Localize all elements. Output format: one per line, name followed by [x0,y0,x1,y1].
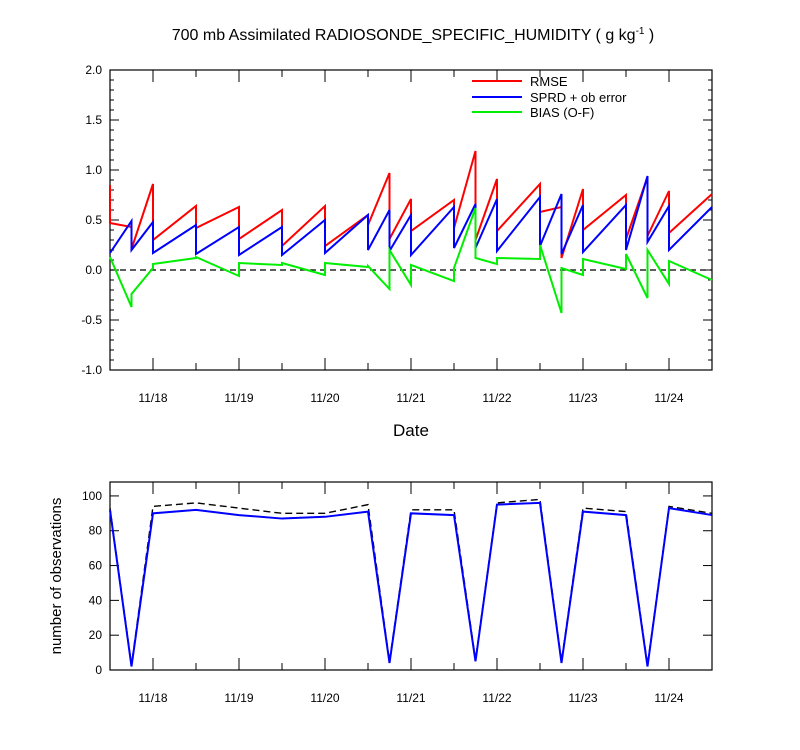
top-ytick-label: 1.5 [85,113,102,127]
top-ytick-label: 1.0 [85,163,102,177]
bottom-xtick-label: 11/21 [396,691,425,705]
legend-label-bias: BIAS (O-F) [530,105,594,120]
top-ytick-label: 0.5 [85,213,102,227]
bottom-ytick-label: 80 [89,524,103,538]
bottom-y-tick-labels: 0 20 40 60 80 100 [82,489,102,677]
legend: RMSE SPRD + ob error BIAS (O-F) [472,74,627,120]
top-xtick-label: 11/24 [654,391,683,405]
bottom-series-used-observations [109,501,713,667]
bottom-ytick-label: 60 [89,559,103,573]
bottom-xtick-label: 11/24 [654,691,683,705]
bottom-xtick-label: 11/18 [138,691,167,705]
top-xtick-label: 11/21 [396,391,425,405]
bottom-xtick-label: 11/20 [310,691,339,705]
bottom-axis-ticks [109,482,713,671]
legend-label-rmse: RMSE [530,74,568,89]
top-ytick-label: -1.0 [81,363,102,377]
bottom-xtick-label: 11/22 [482,691,511,705]
bottom-ytick-label: 0 [95,663,102,677]
top-series-group [109,150,713,314]
bottom-x-tick-labels: 11/18 11/19 11/20 11/21 11/22 11/23 11/24 [138,691,683,705]
chart-title: 700 mb Assimilated RADIOSONDE_SPECIFIC_H… [172,26,655,44]
top-xtick-label: 11/18 [138,391,167,405]
bottom-ytick-label: 40 [89,593,103,607]
top-series-sprd-ob-error [109,175,713,258]
top-ytick-label: -0.5 [81,313,102,327]
top-xtick-label: 11/23 [568,391,597,405]
top-xtick-label: 11/20 [310,391,339,405]
top-x-tick-labels: 11/18 11/19 11/20 11/21 11/22 11/23 11/24 [138,391,683,405]
bottom-series-group [109,498,713,667]
bottom-ytick-label: 100 [82,489,102,503]
top-ytick-label: 0.0 [85,263,102,277]
bottom-xtick-label: 11/19 [224,691,253,705]
chart-title-exponent: -1 [636,26,645,37]
top-xtick-label: 11/22 [482,391,511,405]
top-ytick-label: 2.0 [85,63,102,77]
bottom-ytick-label: 20 [89,628,103,642]
top-xtick-label: 11/19 [224,391,253,405]
bottom-xtick-label: 11/23 [568,691,597,705]
chart-title-main: 700 mb Assimilated RADIOSONDE_SPECIFIC_H… [172,27,636,44]
x-axis-label: Date [393,421,429,440]
top-y-tick-labels: -1.0 -0.5 0.0 0.5 1.0 1.5 2.0 [81,63,102,377]
y-axis-label-observations: number of observations [48,498,65,655]
top-series-bias-o-f [109,207,713,314]
legend-label-sprd: SPRD + ob error [530,90,627,105]
bottom-series-possible-observations [109,498,713,665]
chart-title-suffix: ) [644,27,654,44]
top-chart-panel: -1.0-0.50.00.51.01.52.0 11/18 11/19 11/20 1… [81,63,713,440]
